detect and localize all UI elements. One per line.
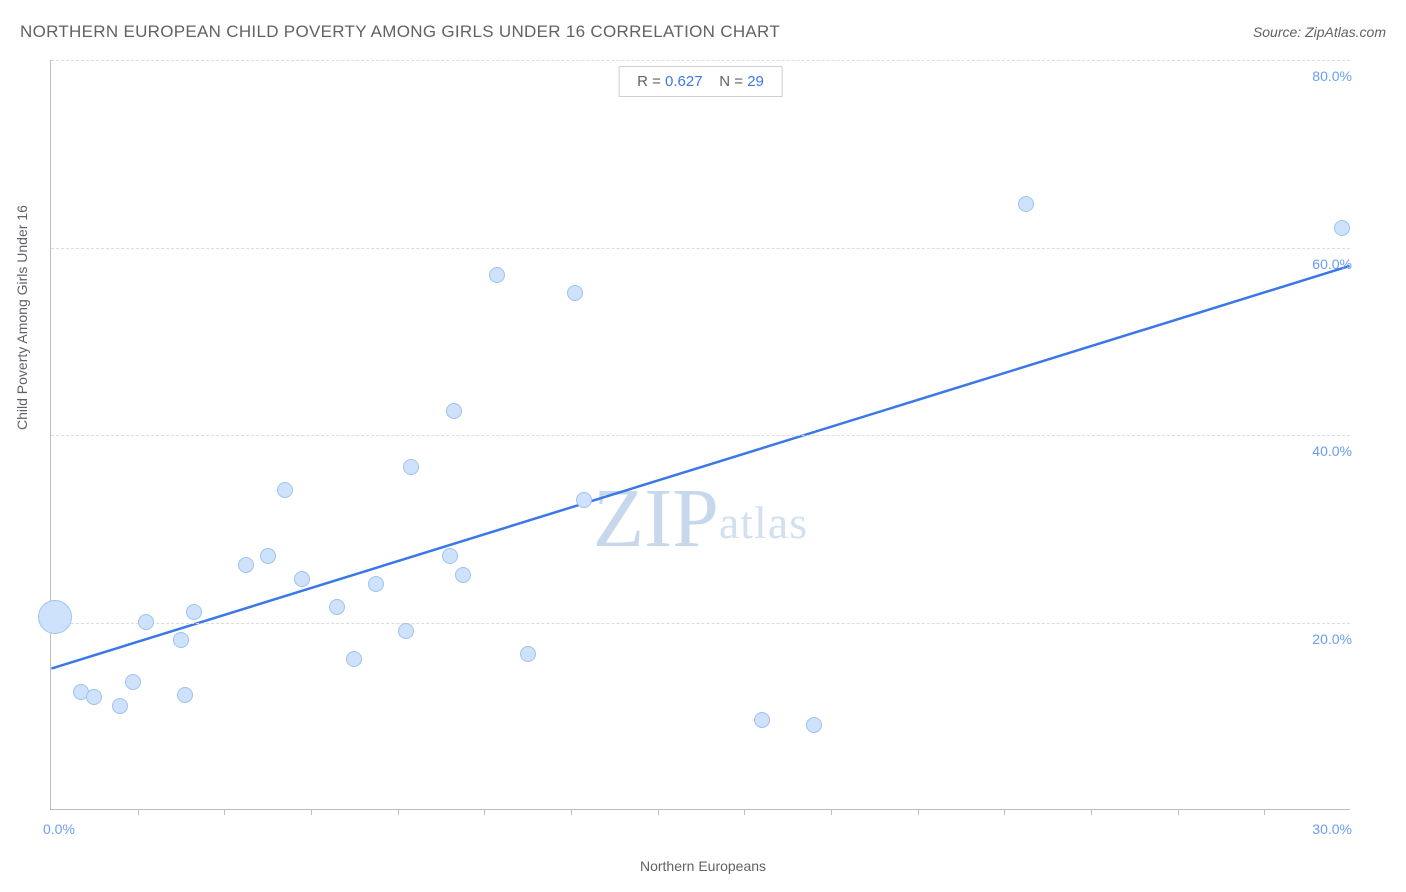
x-tick — [398, 809, 399, 815]
scatter-point — [489, 267, 505, 283]
scatter-point — [455, 567, 471, 583]
chart-title: NORTHERN EUROPEAN CHILD POVERTY AMONG GI… — [20, 22, 780, 42]
scatter-point — [38, 600, 72, 634]
x-tick — [484, 809, 485, 815]
scatter-point — [1018, 196, 1034, 212]
scatter-point — [576, 492, 592, 508]
x-axis-label: Northern Europeans — [640, 858, 766, 874]
x-tick — [571, 809, 572, 815]
grid-line — [51, 623, 1350, 624]
scatter-point — [173, 632, 189, 648]
scatter-point — [403, 459, 419, 475]
grid-line — [51, 60, 1350, 61]
scatter-point — [138, 614, 154, 630]
x-tick — [311, 809, 312, 815]
scatter-point — [442, 548, 458, 564]
scatter-point — [806, 717, 822, 733]
x-tick — [1091, 809, 1092, 815]
x-tick — [658, 809, 659, 815]
scatter-point — [177, 687, 193, 703]
x-tick — [138, 809, 139, 815]
y-tick-label: 20.0% — [1312, 631, 1352, 647]
stats-box: R = 0.627 N = 29 — [618, 66, 783, 97]
scatter-point — [520, 646, 536, 662]
n-label: N = — [719, 73, 743, 90]
scatter-point — [346, 651, 362, 667]
y-axis-label: Child Poverty Among Girls Under 16 — [14, 205, 30, 430]
y-tick-label: 60.0% — [1312, 256, 1352, 272]
r-value: 0.627 — [665, 73, 703, 90]
scatter-point — [125, 674, 141, 690]
scatter-point — [294, 571, 310, 587]
scatter-point — [277, 482, 293, 498]
x-tick — [1264, 809, 1265, 815]
watermark: ZIPatlas — [593, 470, 808, 567]
scatter-point — [112, 698, 128, 714]
scatter-point — [186, 604, 202, 620]
scatter-point — [446, 403, 462, 419]
x-tick-label: 30.0% — [1312, 821, 1352, 837]
y-tick-label: 40.0% — [1312, 443, 1352, 459]
y-tick-label: 80.0% — [1312, 68, 1352, 84]
scatter-point — [86, 689, 102, 705]
x-tick — [918, 809, 919, 815]
scatter-point — [368, 576, 384, 592]
grid-line — [51, 435, 1350, 436]
x-tick — [1004, 809, 1005, 815]
x-tick — [744, 809, 745, 815]
scatter-point — [398, 623, 414, 639]
source-label: Source: ZipAtlas.com — [1253, 24, 1386, 40]
n-value: 29 — [747, 73, 764, 90]
scatter-point — [567, 285, 583, 301]
x-tick — [831, 809, 832, 815]
scatter-point — [238, 557, 254, 573]
x-tick — [224, 809, 225, 815]
scatter-point — [754, 712, 770, 728]
scatter-point — [329, 599, 345, 615]
r-label: R = — [637, 73, 661, 90]
x-tick — [1178, 809, 1179, 815]
x-tick-label: 0.0% — [43, 821, 75, 837]
scatter-chart: ZIPatlas R = 0.627 N = 29 20.0% 40.0% 60.0… — [50, 60, 1350, 810]
scatter-point — [260, 548, 276, 564]
scatter-point — [1334, 220, 1350, 236]
grid-line — [51, 248, 1350, 249]
